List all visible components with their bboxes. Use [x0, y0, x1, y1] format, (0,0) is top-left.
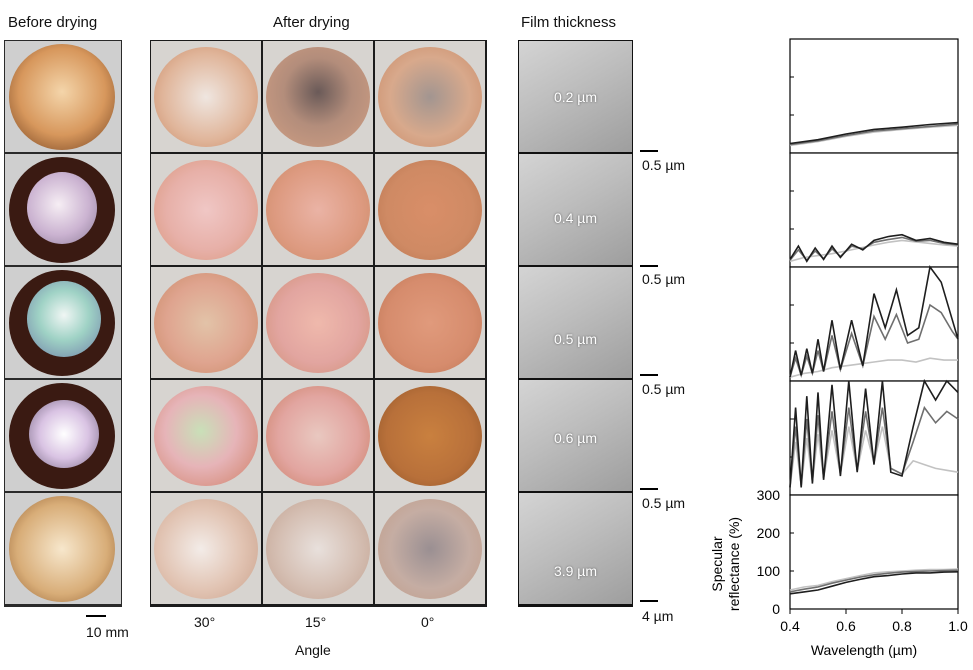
sem-image-5: 3.9 µm — [519, 493, 632, 604]
panel-1-series-1 — [789, 121, 959, 145]
y-axis-label: Specularreflectance (%) — [709, 517, 742, 611]
sem-scale-label-5: 4 µm — [642, 608, 674, 624]
thickness-4: 0.6 µm — [553, 430, 598, 446]
after-photo-r5-c1 — [151, 493, 261, 604]
sem-scale-label-1: 0.5 µm — [642, 157, 686, 173]
before-scale-bar — [86, 615, 106, 617]
thickness-5: 3.9 µm — [553, 563, 598, 579]
after-photo-r5-c2 — [263, 493, 373, 604]
sem-image-4: 0.6 µm — [519, 380, 632, 491]
thickness-2: 0.4 µm — [553, 210, 598, 226]
before-drying-header: Before drying — [8, 14, 98, 31]
sem-image-1: 0.2 µm — [519, 41, 632, 152]
thickness-3: 0.5 µm — [553, 331, 598, 347]
reflectance-panel-4 — [789, 378, 959, 496]
sem-scale-bar-4 — [640, 488, 658, 490]
panel-1-series-2 — [789, 123, 959, 146]
after-photo-r3-c3 — [375, 267, 485, 378]
sem-image-3: 0.5 µm — [519, 267, 632, 378]
after-photo-r4-c1 — [151, 380, 261, 491]
y-tick-label-0: 0 — [772, 601, 780, 617]
after-photo-r2-c1 — [151, 154, 261, 265]
x-tick-label-1.0: 1.0 — [948, 618, 968, 634]
sem-scale-bar-5 — [640, 600, 658, 602]
sem-scale-label-2: 0.5 µm — [642, 271, 686, 287]
before-drying-photos — [4, 40, 122, 607]
after-photo-r3-c2 — [263, 267, 373, 378]
sem-scale-bar-1 — [640, 150, 658, 152]
y-tick-label-200: 200 — [757, 525, 781, 541]
panel-frame-2 — [789, 152, 959, 268]
before-photo-2 — [5, 154, 121, 265]
after-photo-r4-c2 — [263, 380, 373, 491]
y-tick-label-100: 100 — [757, 563, 781, 579]
reflectance-panel-1 — [789, 38, 959, 154]
before-photo-4 — [5, 380, 121, 491]
film-thickness-header: Film thickness — [521, 14, 617, 31]
after-photo-r3-c1 — [151, 267, 261, 378]
angle-0-label: 0° — [421, 614, 435, 630]
x-tick-label-0.4: 0.4 — [780, 618, 800, 634]
y-tick-label-300: 300 — [757, 487, 781, 503]
x-axis-label: Wavelength (µm) — [811, 642, 917, 658]
after-photo-r2-c2 — [263, 154, 373, 265]
sem-scale-bar-2 — [640, 265, 658, 267]
panel-3-series-3 — [789, 357, 958, 378]
after-drying-header: After drying — [273, 14, 350, 31]
panel-frame-1 — [789, 38, 959, 154]
before-photo-3 — [5, 267, 121, 378]
panel-2-series-1 — [789, 233, 959, 263]
sem-image-2: 0.4 µm — [519, 154, 632, 265]
after-photo-r1-c2 — [263, 41, 373, 152]
sem-scale-label-3: 0.5 µm — [642, 381, 686, 397]
before-scale-label: 10 mm — [86, 624, 129, 640]
after-drying-grid — [150, 40, 487, 607]
panel-5-series-3 — [789, 568, 959, 591]
panel-3-series-1 — [789, 265, 959, 378]
reflectance-panel-2 — [789, 152, 959, 268]
reflectance-panel-3 — [789, 265, 959, 382]
after-photo-r2-c3 — [375, 154, 485, 265]
after-photo-r5-c3 — [375, 493, 485, 604]
x-tick-label-0.6: 0.6 — [836, 618, 856, 634]
panel-5-series-1 — [789, 571, 959, 595]
angle-axis-title: Angle — [295, 642, 331, 658]
sem-scale-label-4: 0.5 µm — [642, 495, 686, 511]
angle-15-label: 15° — [305, 614, 327, 630]
reflectance-panel-5 — [789, 494, 959, 610]
reflectance-chart: 0 100 200 300 0.4 0.6 0.8 1.0 Wavelength (µm) Spe… — [709, 38, 968, 658]
after-photo-r1-c3 — [375, 41, 485, 152]
panel-5-series-2 — [789, 569, 959, 593]
panel-4-series-1 — [789, 378, 959, 488]
sem-images: 0.2 µm 0.4 µm 0.5 µm 0.6 µm 3.9 µm — [518, 40, 633, 607]
panel-2-series-3 — [789, 239, 959, 263]
thickness-1: 0.2 µm — [553, 89, 598, 105]
before-photo-5 — [5, 493, 121, 604]
before-photo-1 — [5, 41, 121, 152]
x-tick-label-0.8: 0.8 — [892, 618, 912, 634]
after-photo-r4-c3 — [375, 380, 485, 491]
sem-scale-bar-3 — [640, 374, 658, 376]
after-photo-r1-c1 — [151, 41, 261, 152]
panel-3-series-2 — [789, 303, 959, 378]
panel-frame-5 — [789, 494, 959, 610]
angle-30-label: 30° — [194, 614, 216, 630]
